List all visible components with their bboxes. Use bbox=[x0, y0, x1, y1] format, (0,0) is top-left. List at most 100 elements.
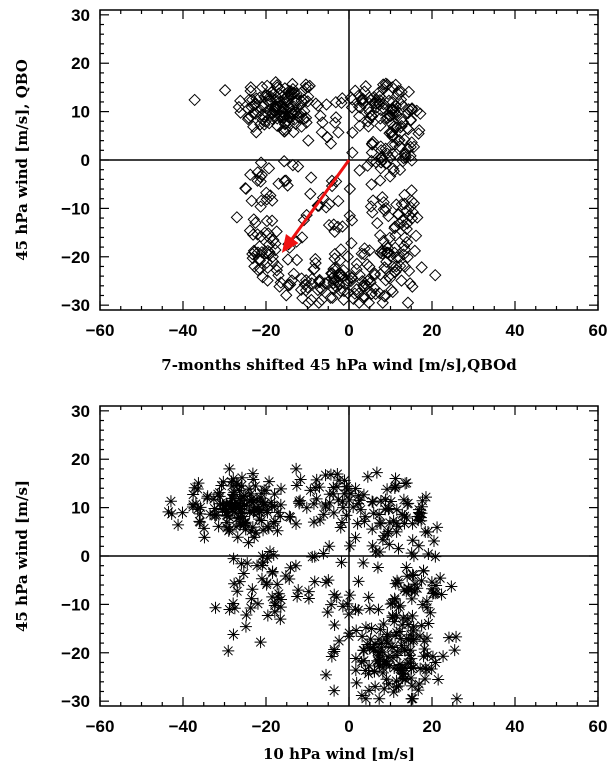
data-point bbox=[247, 106, 261, 119]
data-point bbox=[365, 178, 378, 191]
data-point bbox=[398, 147, 412, 160]
data-point bbox=[249, 216, 262, 229]
data-point bbox=[354, 503, 367, 516]
data-point bbox=[364, 276, 377, 289]
data-point bbox=[396, 214, 409, 227]
data-point bbox=[403, 209, 416, 222]
data-point bbox=[327, 218, 340, 231]
data-point bbox=[255, 487, 268, 500]
data-point bbox=[255, 194, 268, 208]
data-point bbox=[407, 569, 420, 582]
data-point bbox=[337, 293, 350, 306]
data-point bbox=[417, 564, 430, 577]
data-point bbox=[232, 497, 245, 510]
data-point bbox=[242, 536, 255, 549]
data-point bbox=[369, 545, 382, 558]
y-tick-label: 20 bbox=[71, 450, 90, 469]
data-point bbox=[165, 507, 178, 520]
y-tick-labels: 30 20 10 0 −10 −20 −30 bbox=[61, 402, 90, 711]
data-point bbox=[278, 93, 291, 106]
data-point bbox=[389, 241, 402, 254]
x-tick-label: −40 bbox=[169, 717, 198, 736]
data-point bbox=[406, 280, 419, 293]
data-point bbox=[369, 287, 382, 301]
data-point bbox=[396, 618, 409, 631]
data-point bbox=[379, 157, 393, 170]
data-point bbox=[429, 656, 442, 669]
data-point bbox=[260, 246, 273, 260]
data-point bbox=[375, 151, 389, 164]
data-point bbox=[411, 211, 424, 224]
data-point bbox=[361, 159, 374, 172]
data-point bbox=[352, 89, 366, 102]
data-point bbox=[388, 138, 402, 151]
data-point bbox=[367, 643, 380, 656]
data-point bbox=[323, 488, 336, 501]
data-point bbox=[254, 156, 268, 169]
data-point bbox=[334, 521, 347, 534]
data-point bbox=[386, 651, 399, 664]
data-point bbox=[250, 493, 263, 506]
y-tick-label: 20 bbox=[71, 54, 90, 73]
data-point bbox=[336, 600, 349, 613]
data-point bbox=[328, 261, 342, 274]
data-point bbox=[257, 98, 270, 111]
x-tick-label: 0 bbox=[344, 321, 353, 340]
data-point bbox=[405, 592, 418, 605]
data-point bbox=[194, 507, 207, 520]
data-point bbox=[332, 267, 346, 280]
data-point bbox=[253, 240, 266, 253]
data-point bbox=[358, 248, 371, 261]
data-point bbox=[373, 648, 386, 661]
data-point bbox=[191, 503, 204, 516]
data-point bbox=[422, 525, 435, 538]
data-point bbox=[209, 509, 222, 522]
data-point bbox=[234, 503, 247, 516]
data-point bbox=[377, 196, 390, 209]
data-point bbox=[187, 488, 200, 501]
data-point bbox=[416, 598, 429, 611]
data-point bbox=[319, 500, 332, 513]
data-point bbox=[172, 518, 185, 531]
data-point bbox=[437, 650, 450, 663]
data-point bbox=[373, 286, 386, 300]
data-point bbox=[345, 237, 358, 250]
data-point bbox=[365, 146, 379, 159]
data-point bbox=[340, 480, 353, 493]
data-point bbox=[345, 214, 359, 227]
data-point bbox=[227, 552, 240, 565]
data-point bbox=[230, 211, 244, 224]
data-point bbox=[404, 149, 417, 163]
data-point bbox=[404, 657, 417, 670]
data-point bbox=[274, 100, 287, 113]
y-tick-label: 30 bbox=[71, 402, 90, 421]
data-point bbox=[263, 232, 277, 245]
data-point bbox=[311, 283, 325, 297]
data-point bbox=[324, 291, 337, 304]
data-point bbox=[220, 498, 233, 511]
x-tick-label: −60 bbox=[86, 321, 115, 340]
data-point bbox=[348, 287, 362, 300]
data-point bbox=[345, 101, 359, 114]
data-point bbox=[244, 487, 257, 500]
data-point bbox=[363, 111, 377, 125]
x-tick-label: −40 bbox=[169, 321, 198, 340]
data-point bbox=[396, 508, 409, 521]
data-point bbox=[295, 231, 309, 244]
x-tick-label: 0 bbox=[344, 717, 353, 736]
data-point bbox=[320, 98, 333, 111]
data-point bbox=[261, 506, 274, 519]
data-point bbox=[384, 125, 397, 139]
data-point bbox=[288, 113, 301, 126]
data-point bbox=[448, 644, 461, 657]
data-point bbox=[255, 572, 268, 585]
data-point bbox=[442, 631, 455, 644]
data-point bbox=[405, 547, 418, 560]
data-point bbox=[413, 678, 426, 691]
data-point bbox=[261, 89, 274, 102]
data-point bbox=[254, 200, 267, 213]
data-point bbox=[364, 287, 378, 301]
data-point bbox=[291, 590, 304, 603]
x-tick-label: 40 bbox=[506, 717, 525, 736]
data-point bbox=[363, 602, 376, 615]
